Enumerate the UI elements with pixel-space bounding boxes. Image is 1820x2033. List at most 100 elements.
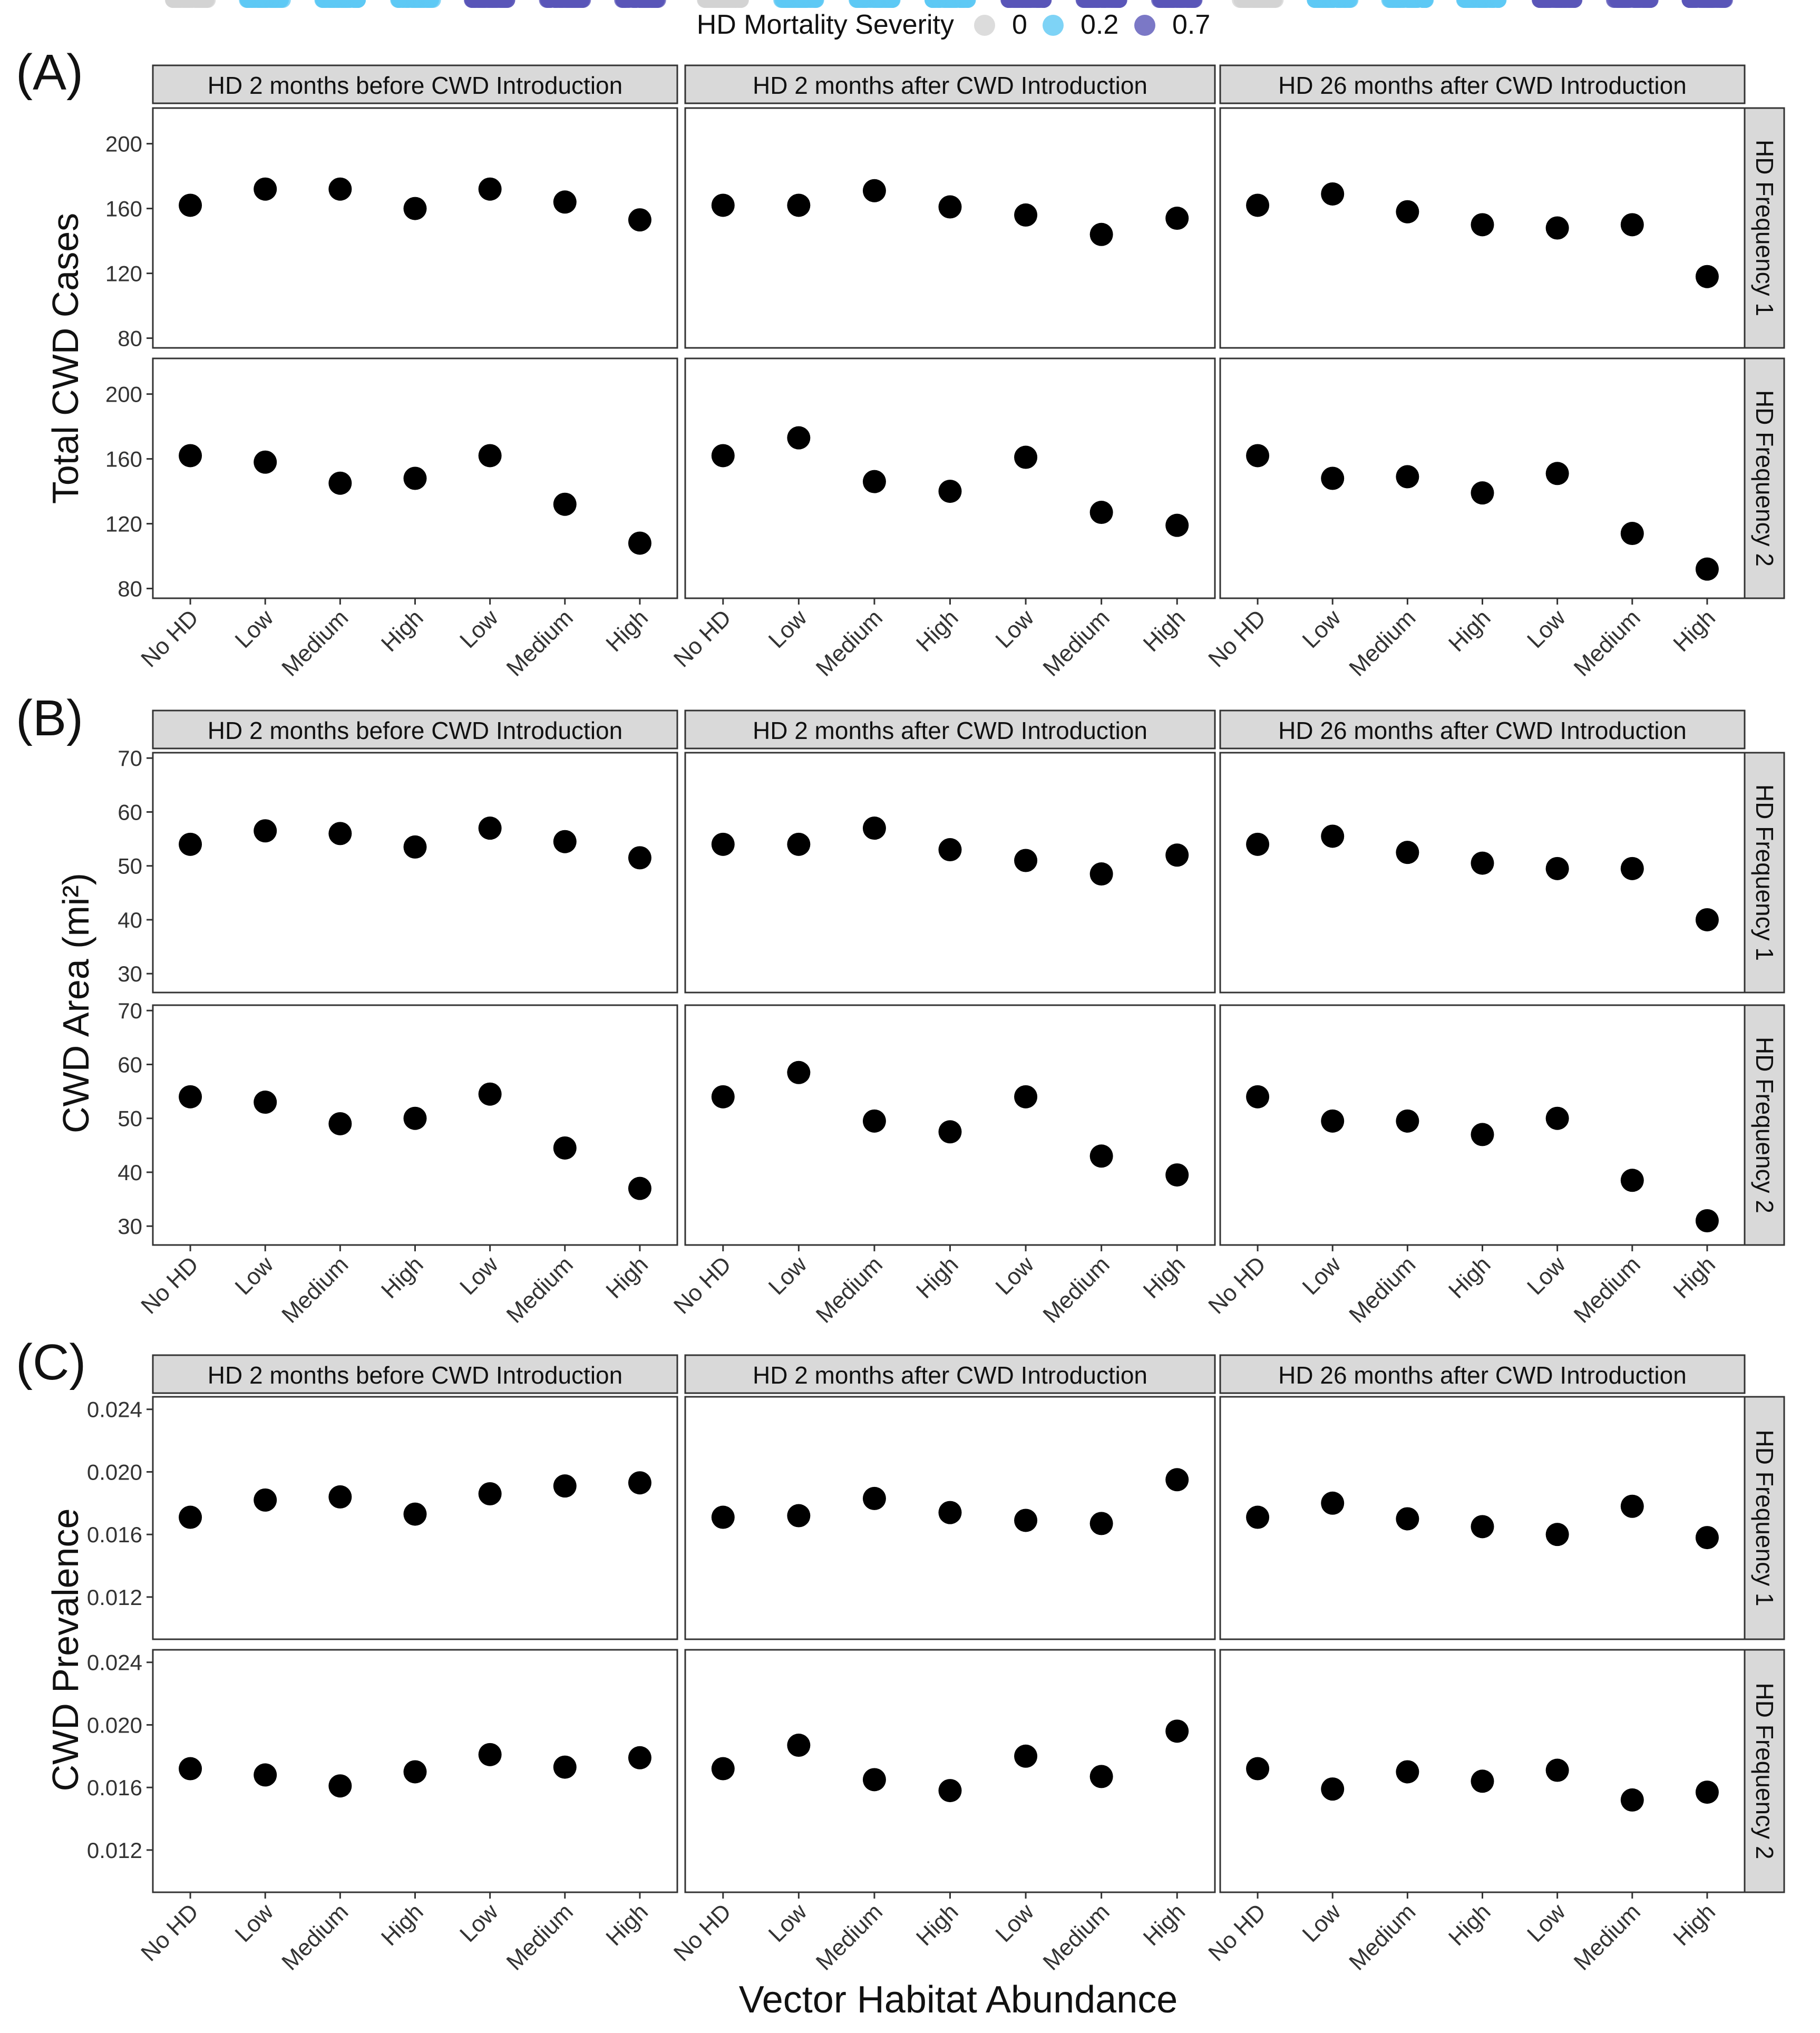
x-tick-label: Low <box>230 605 279 653</box>
facet-strip-row-label: HD Frequency 1 <box>1751 140 1778 316</box>
facet-strip-row <box>1744 107 1785 349</box>
mean-point <box>328 1112 352 1135</box>
mean-point <box>179 1505 202 1529</box>
x-tick-label: Medium <box>811 1251 888 1328</box>
mean-point <box>628 1471 651 1495</box>
x-tick-label: Low <box>1522 1251 1571 1300</box>
mean-point <box>179 832 202 856</box>
x-tick-label: High <box>376 1251 429 1304</box>
mean-point <box>328 822 352 845</box>
mean-point <box>1545 857 1569 880</box>
mean-point <box>1089 1765 1113 1788</box>
mean-point <box>1014 203 1038 227</box>
x-tick-label: Medium <box>1344 1251 1420 1328</box>
legend-label-1: 0.2 <box>1081 9 1118 40</box>
mean-point <box>1620 1169 1644 1192</box>
x-tick-label: Low <box>1522 605 1571 653</box>
x-tick-label: Medium <box>811 1899 888 1975</box>
panel-1-2 <box>684 0 1216 349</box>
y-tick-label: 0.016 <box>87 1522 142 1547</box>
x-tick-label: High <box>601 1899 653 1951</box>
replicate-point <box>854 0 871 8</box>
y-tick-label: 50 <box>118 854 142 879</box>
mean-point <box>1089 501 1113 524</box>
facet-strip-col-label: HD 2 months before CWD Introduction <box>208 717 622 744</box>
replicate-point <box>1417 0 1434 8</box>
x-tick-label: High <box>1444 605 1496 657</box>
mean-point <box>1471 1123 1494 1146</box>
mean-point <box>328 1774 352 1798</box>
mean-point <box>403 197 427 220</box>
mean-point <box>1471 213 1494 237</box>
facet-strip-row-label: HD Frequency 2 <box>1751 1683 1778 1860</box>
mean-point <box>1545 462 1569 485</box>
y-axis-title: Total CWD Cases <box>45 213 86 504</box>
facet-strip-row <box>1744 1649 1785 1893</box>
x-tick-label: No HD <box>1203 1251 1271 1319</box>
replicate-point <box>1628 0 1644 8</box>
facet-strip-row <box>1744 1004 1785 1246</box>
y-axis-title: CWD Area (mi²) <box>55 873 96 1133</box>
x-tick-label: Medium <box>277 1251 353 1328</box>
x-tick-label: Low <box>990 1899 1039 1947</box>
mean-point <box>1321 1491 1345 1515</box>
facet-strip-col-1 <box>152 709 678 750</box>
x-tick-label: Medium <box>277 605 353 681</box>
mean-point <box>1695 265 1719 288</box>
x-tick-label: Low <box>990 1251 1039 1300</box>
replicate-point <box>1384 0 1400 8</box>
mean-point <box>1620 1788 1644 1812</box>
mean-point <box>1620 1494 1644 1518</box>
mean-point <box>711 193 735 217</box>
facet-strip-col-2 <box>684 1354 1216 1394</box>
x-tick-label: Low <box>230 1899 279 1947</box>
mean-point <box>711 1757 735 1781</box>
x-tick-label: High <box>1138 1251 1191 1304</box>
replicate-point <box>796 0 812 8</box>
replicate-point <box>946 0 962 8</box>
mean-point <box>862 816 886 840</box>
replicate-point <box>413 0 430 8</box>
panel-frame <box>1219 357 1746 599</box>
facet-strip-row-label: HD Frequency 1 <box>1751 1430 1778 1607</box>
x-tick-label: High <box>1138 1899 1191 1951</box>
mean-point <box>1089 1512 1113 1535</box>
x-tick-label: High <box>1668 1899 1720 1951</box>
legend-title: HD Mortality Severity <box>697 9 954 40</box>
y-tick-label: 0.020 <box>87 1713 142 1737</box>
mean-point <box>1246 1085 1270 1108</box>
x-tick-label: Medium <box>1038 1251 1114 1328</box>
mean-point <box>1014 445 1038 469</box>
legend: HD Mortality Severity 0 0.2 0.7 <box>697 9 1211 40</box>
mean-point <box>179 193 202 217</box>
mean-point <box>628 208 651 232</box>
replicate-point <box>190 0 206 8</box>
facet-strip-row-label: HD Frequency 2 <box>1751 390 1778 567</box>
x-tick-label: High <box>601 1251 653 1304</box>
replicate-point <box>320 0 337 8</box>
panel-1-1: 80 120 160 200 <box>105 0 678 351</box>
mean-point <box>1471 851 1494 875</box>
panel-frame <box>684 107 1216 349</box>
mean-point <box>254 1763 277 1787</box>
mean-point <box>403 1760 427 1784</box>
mean-point <box>328 177 352 201</box>
mean-point <box>403 1502 427 1526</box>
x-tick-label: Low <box>764 605 812 653</box>
x-tick-label: Low <box>455 1899 503 1947</box>
y-tick-label: 40 <box>118 1160 142 1185</box>
x-tick-label: High <box>376 605 429 657</box>
mean-point <box>787 1061 811 1084</box>
mean-point <box>1545 1106 1569 1130</box>
x-tick-label: Medium <box>811 605 888 681</box>
mean-point <box>1396 1760 1419 1784</box>
replicate-point <box>1178 0 1194 8</box>
mean-point <box>1396 841 1419 864</box>
mean-point <box>862 179 886 202</box>
x-tick-label: High <box>1668 1251 1720 1304</box>
x-tick-label: High <box>911 1899 963 1951</box>
replicate-point <box>1329 0 1346 8</box>
x-axis-title: Vector Habitat Abundance <box>739 1979 1178 2021</box>
replicate-point <box>425 0 441 8</box>
